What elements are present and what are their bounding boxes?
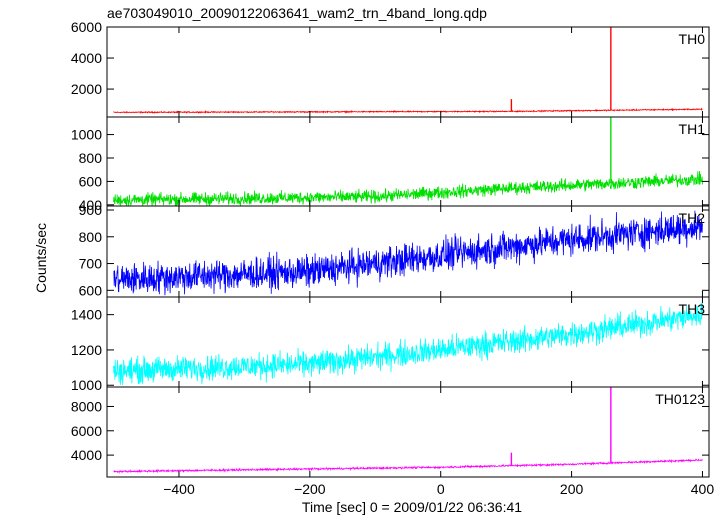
y-tick-label: 6000 [71, 19, 102, 35]
y-tick-label: 6000 [71, 423, 102, 439]
panel-label-th1: TH1 [679, 121, 706, 137]
x-tick-label: 200 [560, 481, 584, 497]
panel-label-th0123: TH0123 [655, 391, 705, 407]
y-tick-label: 1400 [71, 307, 102, 323]
y-tick-label: 1000 [71, 127, 102, 143]
y-tick-label: 600 [79, 282, 103, 298]
y-tick-label: 800 [79, 150, 103, 166]
y-tick-label: 800 [79, 229, 103, 245]
panel-label-th2: TH2 [679, 210, 706, 226]
series-line-th0 [113, 107, 703, 115]
x-tick-label: −400 [163, 481, 195, 497]
series-line-th2 [113, 210, 703, 296]
y-tick-label: 1000 [71, 377, 102, 393]
panel-frame-th0123 [106, 386, 710, 478]
y-axis-label: Counts/sec [33, 223, 49, 293]
chart-title: ae703049010_20090122063641_wam2_trn_4ban… [107, 5, 487, 21]
x-tick-label: 0 [437, 481, 445, 497]
series-line-th1 [113, 171, 703, 207]
x-axis-label: Time [sec] 0 = 2009/01/22 06:36:41 [302, 499, 522, 515]
panel-label-th0: TH0 [679, 31, 706, 47]
y-tick-label: 8000 [71, 398, 102, 414]
x-tick-label: −200 [294, 481, 326, 497]
panel-label-th3: TH3 [679, 301, 706, 317]
y-tick-label: 2000 [71, 81, 102, 97]
panel-frame-th0 [106, 26, 710, 118]
y-tick-label: 4000 [71, 447, 102, 463]
x-tick-label: 400 [691, 481, 715, 497]
series-line-th3 [113, 302, 703, 386]
y-tick-label: 600 [79, 173, 103, 189]
series-line-th0123 [113, 458, 703, 475]
y-tick-label: 1200 [71, 342, 102, 358]
y-tick-label: 700 [79, 256, 103, 272]
y-tick-label: 400 [79, 197, 103, 213]
y-tick-label: 900 [79, 202, 103, 218]
y-tick-label: 4000 [71, 50, 102, 66]
